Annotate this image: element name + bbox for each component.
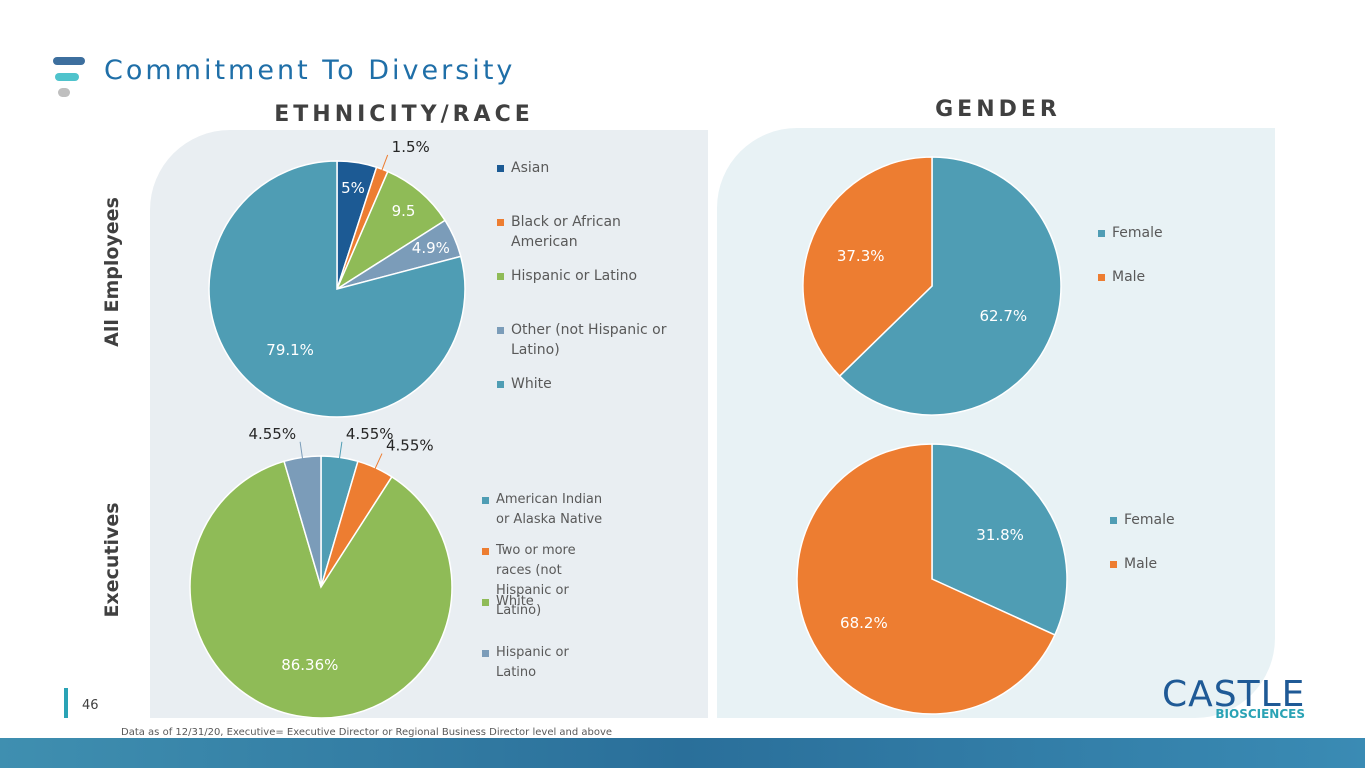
pie-slice	[189, 460, 453, 719]
legend-label: White	[511, 376, 552, 392]
legend-item: Other (not Hispanic or Latino)	[497, 320, 687, 360]
logo-bar	[55, 73, 79, 81]
data-label: 4.55%	[386, 437, 434, 455]
legend-swatch	[482, 599, 489, 606]
legend-label: Female	[1112, 225, 1163, 241]
logo-bar	[53, 57, 85, 65]
footnote: Data as of 12/31/20, Executive= Executiv…	[121, 727, 612, 738]
legend-label: Other (not Hispanic or Latino)	[511, 322, 667, 358]
data-label: 4.9%	[412, 239, 450, 257]
legend-label: Asian	[511, 160, 550, 176]
page-marker	[64, 688, 68, 718]
pie-slice	[796, 443, 1056, 715]
legend-item: Black or African American	[497, 212, 687, 252]
leader-line	[338, 441, 343, 461]
legend-label: Two or more races (not Hispanic or Latin…	[496, 543, 576, 618]
legend-swatch	[482, 650, 489, 657]
legend-item: Hispanic or Latino	[482, 643, 612, 683]
legend-swatch	[497, 219, 504, 226]
data-label: 62.7%	[979, 307, 1027, 325]
legend-label: Male	[1124, 556, 1158, 572]
legend-label: Hispanic or Latino	[496, 645, 569, 680]
logo-sub: BIOSCIENCES	[1215, 707, 1305, 721]
legend-swatch	[497, 327, 504, 334]
pie-slice	[335, 170, 447, 291]
data-label: 37.3%	[837, 247, 885, 265]
row-label: All Employees	[101, 197, 123, 347]
leader-line	[380, 154, 389, 172]
slide-title: Commitment To Diversity	[104, 55, 515, 86]
page-number: 46	[82, 698, 99, 713]
legend-label: Male	[1112, 269, 1146, 285]
data-label: 86.36%	[281, 656, 338, 674]
logo-name: CASTLE	[1162, 674, 1305, 715]
legend-swatch	[482, 548, 489, 555]
leader-line	[373, 453, 383, 471]
legend-swatch	[1110, 517, 1117, 524]
pie-slice	[838, 156, 1062, 416]
data-label: 5%	[341, 179, 365, 197]
pie-slice	[931, 443, 1068, 636]
data-label: 31.8%	[976, 526, 1024, 544]
row-label: Executives	[101, 502, 123, 617]
leader-line	[299, 441, 304, 461]
data-label: 9.5	[392, 202, 416, 220]
legend-swatch	[1110, 561, 1117, 568]
legend-item: Two or more races (not Hispanic or Latin…	[482, 541, 612, 621]
legend-swatch	[497, 165, 504, 172]
data-label: 4.55%	[248, 425, 296, 443]
legend-item: Male	[1098, 267, 1218, 287]
pie-slice	[802, 156, 933, 378]
legend-label: American Indian or Alaska Native	[496, 492, 603, 527]
legend-swatch	[482, 497, 489, 504]
legend-label: White	[496, 594, 534, 609]
legend-item: Female	[1098, 223, 1218, 243]
legend-label: Female	[1124, 512, 1175, 528]
section-header: GENDER	[935, 97, 1061, 122]
data-label: 4.55%	[346, 425, 394, 443]
legend-item: Hispanic or Latino	[497, 266, 687, 286]
legend-item: White	[482, 592, 612, 612]
legend-label: Black or African American	[511, 214, 621, 250]
legend-item: American Indian or Alaska Native	[482, 490, 612, 530]
legend-item: Male	[1110, 554, 1230, 574]
pie-slice	[208, 160, 466, 418]
legend-item: White	[497, 374, 687, 394]
data-label: 1.5%	[392, 138, 430, 156]
data-label: 79.1%	[266, 341, 314, 359]
data-label: 68.2%	[840, 614, 888, 632]
legend-swatch	[1098, 274, 1105, 281]
legend-label: Hispanic or Latino	[511, 268, 638, 284]
logo-bar	[58, 88, 70, 97]
section-header: ETHNICITY/RACE	[274, 102, 534, 127]
legend-item: Asian	[497, 158, 687, 178]
legend-swatch	[497, 273, 504, 280]
legend-item: Female	[1110, 510, 1230, 530]
legend-swatch	[497, 381, 504, 388]
legend-swatch	[1098, 230, 1105, 237]
footer-strip	[0, 738, 1365, 768]
